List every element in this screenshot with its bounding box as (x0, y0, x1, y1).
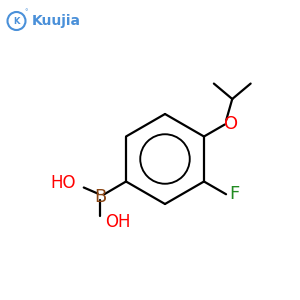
Text: Kuujia: Kuujia (32, 14, 80, 28)
Text: B: B (94, 188, 106, 206)
Text: K: K (13, 16, 20, 26)
Text: °: ° (24, 10, 28, 16)
Text: O: O (224, 116, 239, 134)
Text: OH: OH (105, 213, 131, 231)
Text: F: F (229, 185, 240, 203)
Text: HO: HO (50, 174, 76, 192)
